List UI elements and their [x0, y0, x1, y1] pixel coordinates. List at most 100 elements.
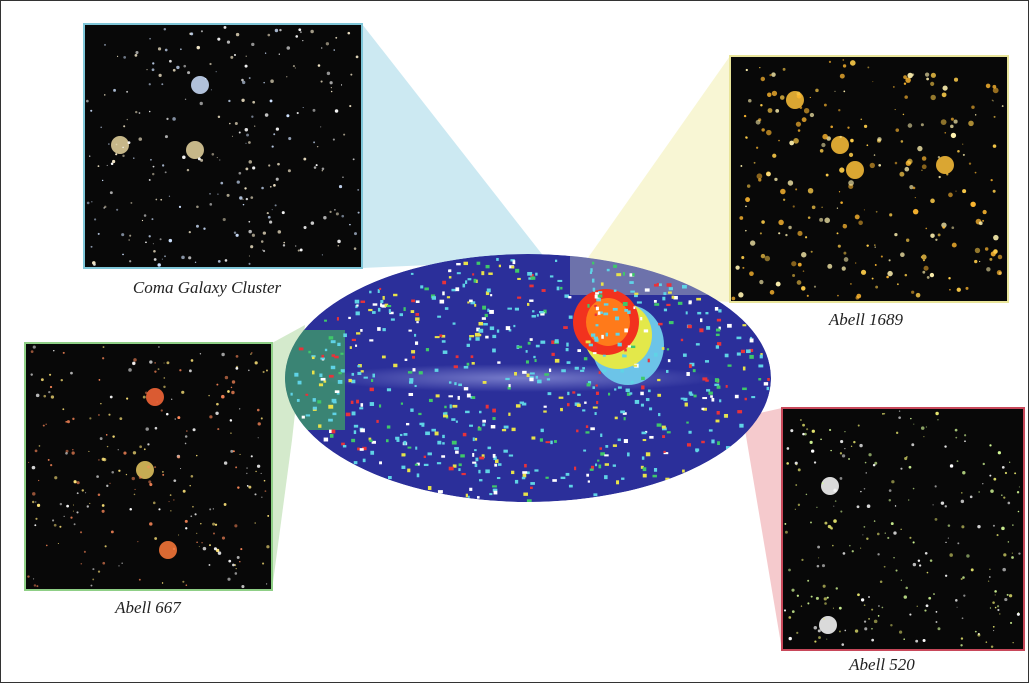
star — [826, 596, 829, 599]
bright-object — [821, 477, 839, 495]
star — [248, 485, 252, 489]
star — [223, 503, 227, 506]
star — [944, 131, 947, 134]
star — [937, 156, 941, 159]
sky-source — [701, 440, 705, 444]
sky-source — [399, 313, 404, 317]
star — [137, 541, 139, 543]
sky-source — [547, 392, 552, 396]
sky-source — [424, 287, 429, 291]
sky-source — [457, 395, 460, 400]
sky-source — [403, 307, 406, 312]
star — [857, 593, 860, 597]
sky-source — [535, 375, 539, 379]
sky-source — [338, 371, 342, 375]
star — [135, 110, 138, 114]
sky-source — [591, 333, 596, 337]
star — [839, 135, 842, 139]
star — [241, 585, 245, 589]
sky-source — [682, 469, 685, 473]
star — [208, 564, 211, 566]
star — [1001, 105, 1004, 107]
star — [196, 454, 198, 457]
star — [1014, 472, 1017, 475]
star — [312, 108, 316, 112]
sky-source — [377, 327, 381, 331]
star — [152, 243, 154, 245]
star — [182, 155, 186, 160]
sky-source — [456, 262, 461, 266]
star — [166, 361, 170, 365]
star — [194, 261, 197, 263]
star — [161, 258, 163, 260]
star — [956, 287, 961, 292]
star — [868, 596, 870, 598]
star — [188, 256, 192, 260]
sky-source — [355, 311, 360, 316]
sky-source — [624, 308, 629, 312]
star — [200, 522, 202, 525]
star — [142, 395, 146, 399]
star — [889, 213, 893, 217]
star — [342, 176, 344, 178]
star — [821, 564, 826, 568]
sky-source — [667, 291, 672, 294]
sky-source — [595, 306, 599, 311]
star — [229, 122, 231, 125]
star — [226, 193, 230, 197]
star — [933, 593, 935, 595]
star — [113, 88, 116, 92]
star — [54, 476, 58, 480]
star — [843, 257, 849, 262]
star — [179, 467, 182, 470]
star — [921, 254, 927, 260]
sky-source — [454, 382, 457, 386]
sky-source — [536, 314, 539, 317]
star — [797, 230, 803, 237]
star — [797, 468, 801, 472]
star — [119, 417, 123, 421]
star — [971, 105, 975, 109]
star — [779, 95, 785, 100]
star — [248, 77, 251, 80]
sky-source — [653, 468, 658, 472]
star — [823, 618, 825, 620]
star — [955, 436, 958, 439]
sky-source — [671, 295, 675, 299]
sky-source — [372, 303, 378, 306]
sky-source — [558, 396, 564, 399]
sky-source — [486, 288, 491, 293]
sky-source — [597, 291, 603, 294]
sky-source — [767, 377, 770, 381]
sky-source — [401, 465, 406, 469]
star — [956, 460, 959, 463]
sky-source — [594, 338, 599, 342]
star — [848, 152, 854, 157]
sky-source — [482, 419, 486, 423]
sky-source — [368, 308, 373, 312]
star — [166, 117, 169, 121]
star — [48, 390, 51, 394]
star — [281, 211, 285, 215]
sky-source — [469, 424, 473, 427]
star — [961, 525, 965, 529]
star — [72, 449, 74, 451]
sky-source — [614, 388, 617, 391]
star — [950, 124, 954, 129]
sky-source — [590, 427, 595, 431]
sky-source — [540, 428, 544, 433]
star — [840, 510, 843, 513]
star — [252, 166, 256, 170]
sky-source — [487, 446, 492, 450]
sky-source — [535, 272, 538, 276]
star — [266, 545, 270, 549]
sky-source — [442, 412, 448, 416]
star — [1003, 496, 1006, 499]
star — [960, 578, 963, 581]
star — [801, 558, 804, 561]
sky-source — [503, 449, 508, 453]
star — [329, 81, 333, 85]
sky-source — [378, 404, 382, 408]
star — [196, 532, 198, 535]
star — [157, 263, 161, 267]
